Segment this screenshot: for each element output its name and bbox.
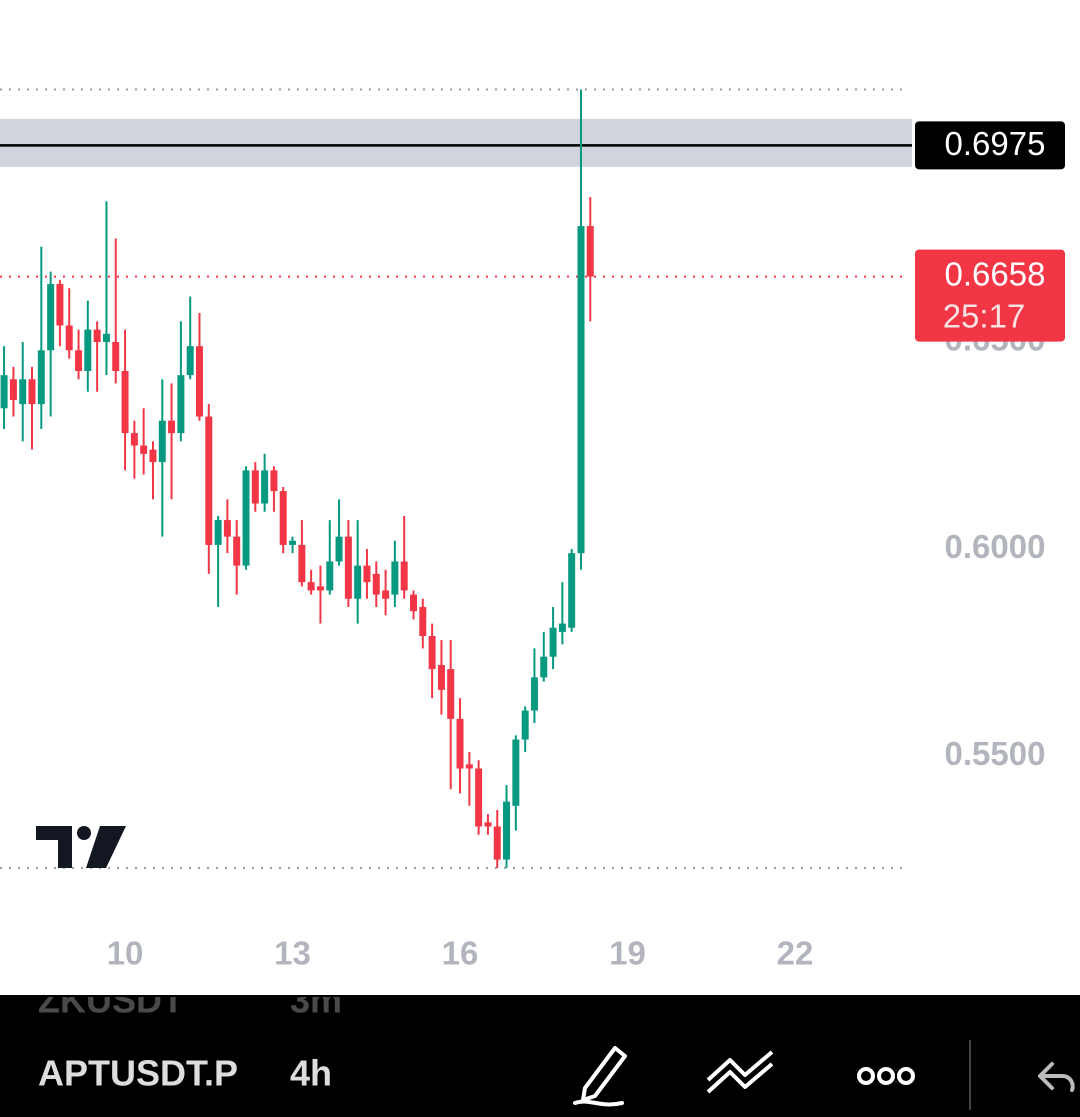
trend-icon[interactable] (706, 1050, 774, 1094)
candle-body (558, 623, 566, 632)
candle-body (251, 470, 259, 504)
candle-body (121, 371, 129, 434)
plot (0, 88, 912, 869)
candle-body (493, 826, 501, 860)
candle-body (549, 627, 557, 657)
candle-body (307, 582, 315, 591)
candle-body (9, 379, 17, 400)
candle-body (140, 445, 148, 454)
candle-body (512, 739, 520, 806)
candle-body (447, 669, 455, 719)
candle-body (130, 433, 138, 446)
candle-body (316, 586, 324, 591)
x-tick-label: 10 (107, 935, 144, 972)
x-tick-label: 13 (274, 935, 311, 972)
x-tick-label: 19 (609, 935, 646, 972)
candle-body (428, 636, 436, 670)
toolbar (0, 995, 1080, 1117)
candle-body (28, 379, 36, 405)
candle-body (400, 561, 408, 591)
candle-body (37, 350, 45, 405)
candle-body (484, 822, 492, 827)
candle-body (456, 718, 464, 769)
candle-body (326, 561, 334, 591)
candle-body (102, 333, 110, 343)
candle-body (270, 470, 278, 492)
x-tick-label: 16 (442, 935, 479, 972)
candle-body (158, 420, 166, 463)
candle-body (410, 594, 418, 612)
candle-body (344, 536, 352, 599)
symbol[interactable]: APTUSDT.P (38, 1053, 238, 1094)
candle-body (149, 449, 157, 463)
logo (36, 826, 126, 868)
candle-body (47, 284, 55, 351)
candle-body (214, 520, 222, 545)
x-tick-label: 22 (777, 935, 814, 972)
candle-body (75, 350, 83, 372)
candle-body (298, 544, 306, 583)
draw-icon[interactable] (573, 1046, 627, 1107)
candle-body (382, 590, 390, 599)
last-price-box (915, 249, 1065, 342)
more-icon[interactable] (857, 1067, 915, 1085)
candle-body (261, 470, 269, 504)
candle-body (391, 561, 399, 595)
prev-symbol[interactable]: ZKUSDT (38, 980, 184, 1021)
level-zone (0, 118, 912, 167)
undo-icon[interactable] (1038, 1062, 1075, 1092)
candle-body (419, 607, 427, 637)
candle-body (205, 416, 213, 545)
candle-body (289, 540, 297, 545)
candle-body (279, 491, 287, 545)
countdown: 25:17 (943, 297, 1026, 334)
candle-body (223, 520, 231, 537)
candle-body (56, 284, 64, 326)
candle-body (168, 420, 176, 434)
y-tick-label: 0.5500 (945, 735, 1046, 772)
candle-body (0, 375, 8, 409)
candle-body (521, 710, 529, 740)
candle-body (354, 565, 362, 599)
candle-body (530, 677, 538, 711)
candle-body (577, 226, 585, 554)
candle-body (475, 768, 483, 827)
candle-body (465, 764, 473, 769)
last-price-label: 0.6658 (945, 255, 1046, 292)
candle-body (503, 801, 511, 860)
candle-body (112, 342, 120, 372)
candle-body (586, 226, 594, 277)
candle-body (186, 346, 194, 376)
candle-body (84, 329, 92, 372)
candle-body (568, 553, 576, 628)
y-tick-label: 0.6000 (945, 528, 1046, 565)
interval[interactable]: 4h (290, 1053, 332, 1094)
candle-body (540, 656, 548, 678)
prev-interval[interactable]: 3m (290, 980, 342, 1021)
candle-body (19, 379, 27, 405)
candle-body (233, 536, 241, 566)
candle-body (372, 573, 380, 595)
level-box (915, 121, 1065, 170)
candle-body (363, 565, 371, 583)
level-label: 0.6975 (945, 125, 1046, 162)
candle-body (242, 470, 250, 566)
candle-body (195, 346, 203, 417)
candle-body (335, 536, 343, 562)
candle-body (177, 375, 185, 434)
candle-body (437, 664, 445, 690)
candle-body (93, 329, 101, 343)
candle-body (65, 325, 73, 351)
